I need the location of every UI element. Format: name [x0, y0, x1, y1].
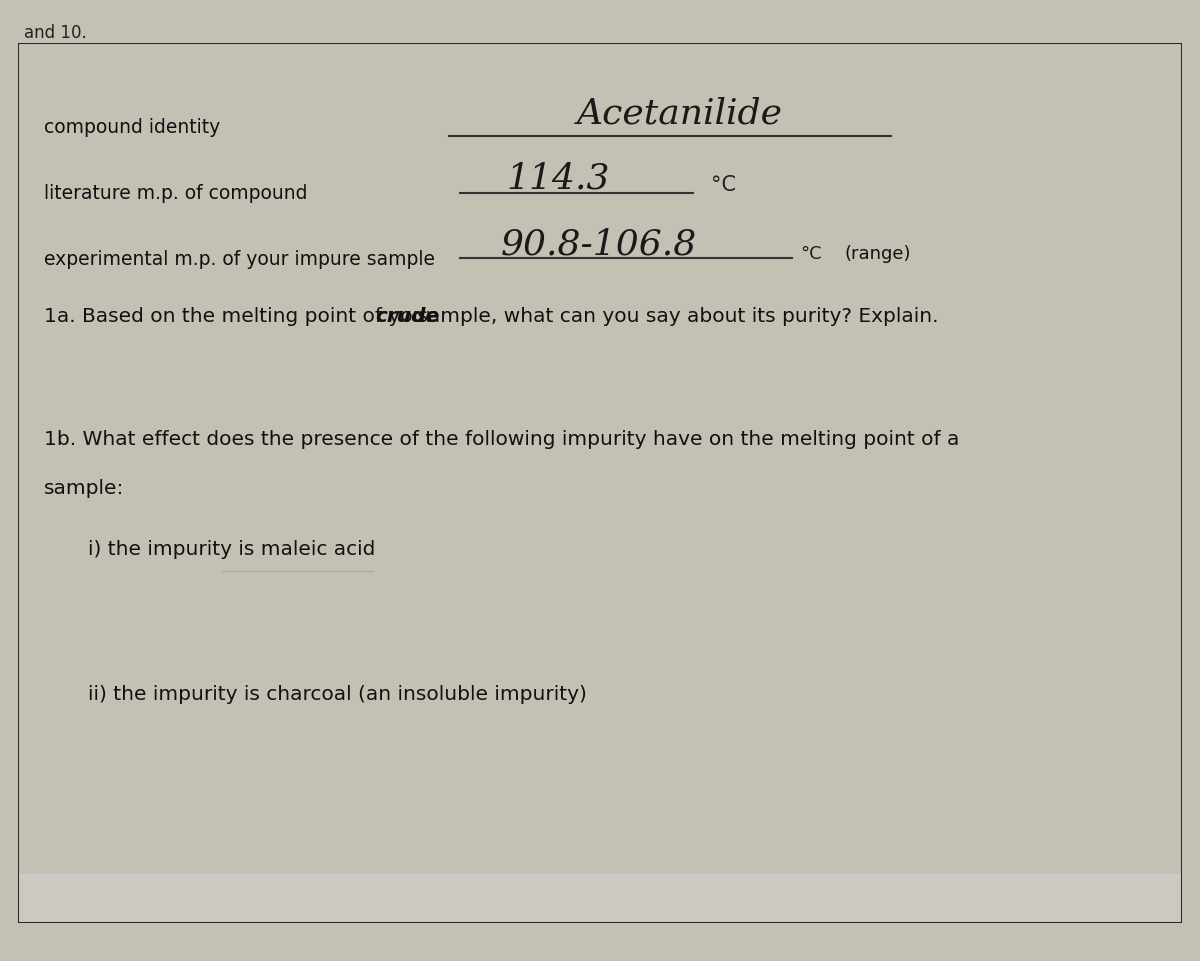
- Text: °C: °C: [710, 175, 736, 195]
- Text: °C: °C: [800, 245, 822, 263]
- Text: crude: crude: [374, 308, 439, 326]
- Text: literature m.p. of compound: literature m.p. of compound: [43, 184, 307, 203]
- Text: and 10.: and 10.: [24, 24, 86, 42]
- Text: compound identity: compound identity: [43, 118, 220, 137]
- Text: (range): (range): [845, 245, 911, 263]
- Text: 1b. What effect does the presence of the following impurity have on the melting : 1b. What effect does the presence of the…: [43, 431, 959, 449]
- Text: 114.3: 114.3: [506, 162, 611, 196]
- Text: ii) the impurity is charcoal (an insoluble impurity): ii) the impurity is charcoal (an insolub…: [88, 685, 587, 704]
- Text: sample:: sample:: [43, 479, 124, 498]
- Text: sample, what can you say about its purity? Explain.: sample, what can you say about its purit…: [412, 308, 938, 326]
- Text: i) the impurity is maleic acid: i) the impurity is maleic acid: [88, 540, 376, 559]
- Text: 90.8-106.8: 90.8-106.8: [502, 228, 697, 262]
- FancyBboxPatch shape: [18, 875, 1182, 923]
- Text: experimental m.p. of your impure sample: experimental m.p. of your impure sample: [43, 250, 434, 269]
- Text: 1a. Based on the melting point of your: 1a. Based on the melting point of your: [43, 308, 440, 326]
- Text: Acetanilide: Acetanilide: [577, 96, 782, 130]
